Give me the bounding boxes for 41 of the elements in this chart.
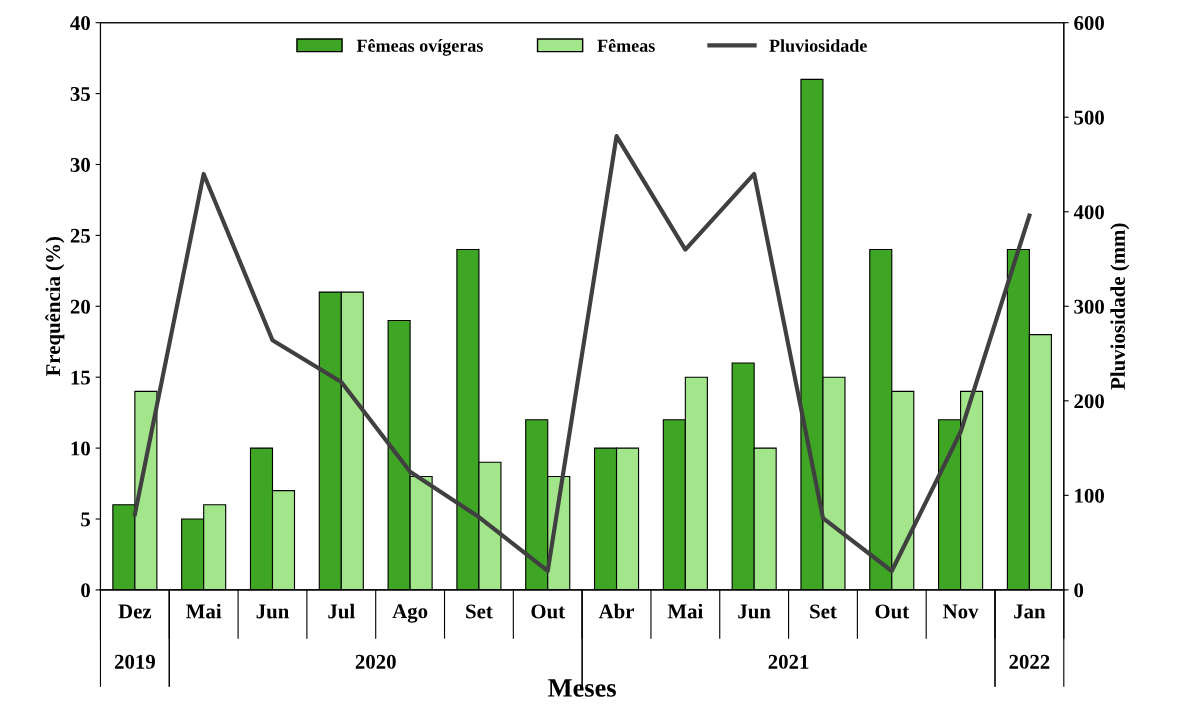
y2-tick-label: 100 <box>1075 488 1104 503</box>
y-tick-label: 25 <box>70 228 90 243</box>
x-tick-label: Jan <box>1014 604 1046 619</box>
x-tick-label: Jul <box>328 603 355 619</box>
x-tick-label: Abr <box>598 603 635 619</box>
y2-tick-label: 500 <box>1074 110 1104 125</box>
x-tick-label: Mai <box>186 603 222 619</box>
x-tick-label: Dez <box>118 604 152 619</box>
y-tick-label: 35 <box>70 87 90 102</box>
legend-label: Pluviosidade <box>769 39 867 52</box>
x-tick-label: Jun <box>738 604 771 619</box>
y-tick-label: 40 <box>70 16 90 31</box>
text: 2022 <box>1009 654 1050 669</box>
x-tick-label: Ago <box>392 604 428 623</box>
line-series <box>132 134 1032 574</box>
y2-tick-label: 400 <box>1073 205 1104 220</box>
legend-label: Fêmeas ovígeras <box>356 38 483 56</box>
y-tick-label: 30 <box>70 157 90 172</box>
y-tick-label: 20 <box>70 299 90 314</box>
x-tick-label: Jun <box>256 604 289 619</box>
x-axis-title: Meses <box>548 679 616 697</box>
x-tick-label: Mai <box>667 603 703 619</box>
legend-label: Fêmeas <box>597 38 655 52</box>
x-tick-label: Out <box>875 604 910 619</box>
y-axis-title: Frequência (%) <box>45 237 65 377</box>
x-tick-label: Nov <box>943 604 979 619</box>
text: 2020 <box>355 654 396 669</box>
x-tick-label: Out <box>531 604 565 619</box>
y2-tick-label: 0 <box>1074 583 1084 598</box>
y2-tick-label: 300 <box>1074 299 1104 314</box>
y-tick-label: 15 <box>71 370 90 385</box>
y-tick-label: 5 <box>81 512 90 527</box>
y2-axis-title: Pluviosidade (mm) <box>1110 223 1130 390</box>
y2-tick-label: 600 <box>1074 16 1104 31</box>
text: 2019 <box>114 654 155 669</box>
y-tick-label: 10 <box>71 441 90 456</box>
x-tick-label: Set <box>810 604 837 619</box>
y-tick-label: 0 <box>81 583 90 598</box>
x-tick-label: Set <box>466 604 493 619</box>
text: 2021 <box>768 654 809 669</box>
y2-tick-label: 200 <box>1074 394 1104 409</box>
